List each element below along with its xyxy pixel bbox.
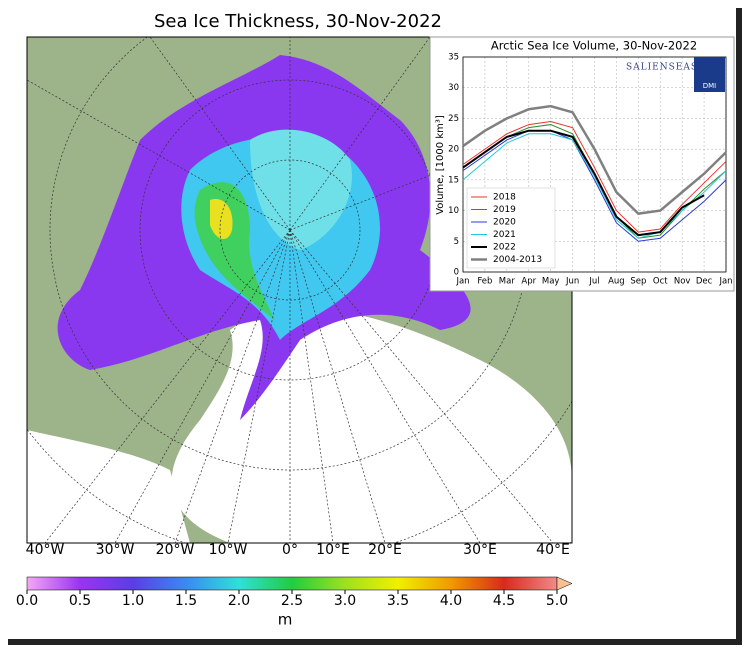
y-tick-label: 30 (448, 83, 459, 93)
x-tick-label: Jul (588, 277, 599, 287)
inset-title: Arctic Sea Ice Volume, 30-Nov-2022 (491, 39, 697, 53)
y-tick-label: 20 (448, 145, 459, 155)
lon-label: 20°W (156, 542, 195, 558)
colorbar-tick-label: 3.5 (387, 593, 409, 609)
colorbar-tick-label: 0.5 (69, 593, 91, 609)
colorbar-tick-label: 2.0 (228, 593, 250, 609)
colorbar-tick-label: 1.5 (175, 593, 197, 609)
legend-label: 2021 (493, 230, 516, 240)
series-line (462, 133, 727, 239)
lon-label: 10°E (316, 542, 350, 558)
lon-label: 40°E (536, 542, 570, 558)
map-title: Sea Ice Thickness, 30-Nov-2022 (154, 11, 442, 32)
logo-badge-box (694, 57, 725, 92)
legend-label: 2019 (493, 205, 516, 215)
x-tick-label: May (542, 277, 560, 287)
series-line (462, 104, 727, 215)
colorbar-tick-label: 5.0 (546, 593, 568, 609)
x-tick-label: Nov (674, 277, 691, 287)
colorbar-tick-label: 4.0 (440, 593, 462, 609)
lon-label: 30°E (463, 542, 497, 558)
lon-label: 20°E (368, 542, 402, 558)
colorbar-tick-label: 4.5 (493, 593, 515, 609)
x-tick-label: Sep (630, 277, 646, 287)
logo-text: SALIENSEAS (626, 63, 698, 73)
series-line (462, 130, 727, 242)
y-tick-label: 10 (448, 206, 459, 216)
y-tick-label: 35 (448, 53, 459, 63)
x-tick-label: Jun (565, 277, 579, 287)
y-tick-label: 25 (448, 114, 459, 124)
series-line (462, 120, 727, 233)
x-tick-label: Jan (718, 277, 732, 287)
colorbar-tick-label: 3.0 (334, 593, 356, 609)
lon-label: 10°W (209, 542, 248, 558)
frame-shadow (736, 8, 742, 645)
colorbar-unit: m (278, 611, 293, 629)
legend-label: 2022 (493, 243, 516, 253)
ocean (27, 430, 190, 543)
sea-ice (250, 129, 352, 250)
legend-label: 2004-2013 (493, 255, 542, 265)
lon-label: 0° (282, 542, 298, 558)
legend-label: 2018 (493, 193, 516, 203)
x-tick-label: Mar (499, 277, 516, 287)
frame-shadow (8, 639, 742, 645)
y-tick-label: 15 (448, 175, 459, 185)
x-tick-label: Aug (608, 277, 625, 287)
colorbar-extend (556, 576, 573, 591)
legend-box (466, 187, 556, 269)
colorbar (26, 576, 558, 591)
y-axis-label: Volume, [1000 km³] (435, 115, 446, 215)
lon-label: 30°W (96, 542, 135, 558)
x-tick-label: Dec (696, 277, 713, 287)
x-tick-label: Oct (653, 277, 668, 287)
x-tick-label: Apr (521, 277, 536, 287)
colorbar-tick-label: 0.0 (16, 593, 38, 609)
x-tick-label: Feb (477, 277, 492, 287)
series-line (462, 129, 705, 237)
lon-label: 40°W (26, 542, 65, 558)
legend-label: 2020 (493, 218, 516, 228)
colorbar-tick-label: 2.5 (281, 593, 303, 609)
y-tick-label: 5 (454, 237, 459, 247)
y-tick-label: 0 (454, 268, 459, 278)
sea-ice (210, 199, 233, 240)
colorbar-tick-label: 1.0 (122, 593, 144, 609)
x-tick-label: Jan (455, 277, 469, 287)
logo-badge: DMI (703, 82, 717, 90)
